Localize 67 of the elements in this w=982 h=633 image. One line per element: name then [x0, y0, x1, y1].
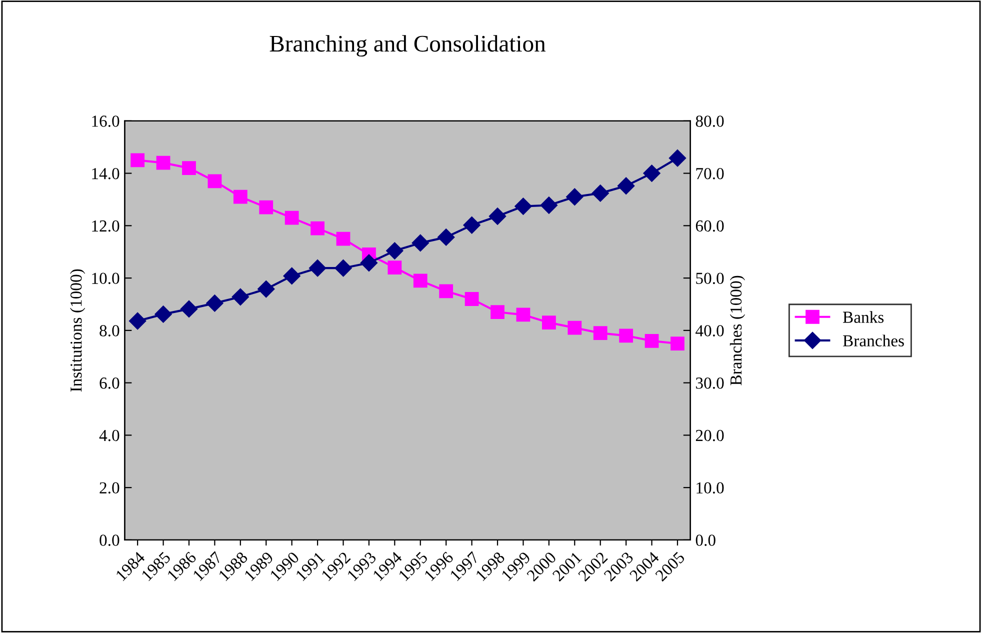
point: [284, 210, 299, 225]
y2-tick-label: 20.0: [696, 430, 724, 442]
point: [643, 164, 660, 182]
y-axis-title: Institutions (1000): [70, 269, 86, 392]
point: [439, 284, 454, 298]
point: [540, 196, 558, 214]
point: [593, 326, 608, 340]
point: [463, 216, 480, 234]
point: [618, 177, 635, 194]
y-tick-label: 8.0: [100, 325, 120, 336]
y2-tick-label: 30.0: [696, 378, 724, 389]
point: [388, 260, 402, 275]
point: [206, 294, 224, 312]
point: [566, 188, 584, 206]
point: [283, 267, 300, 284]
chart-title: Branching and Consolidation: [270, 35, 546, 57]
point: [154, 306, 172, 323]
point: [412, 234, 429, 252]
point: [490, 305, 504, 320]
y2-tick-label: 40.0: [696, 325, 724, 336]
y2-tick-label: 60.0: [696, 220, 724, 232]
point: [668, 150, 686, 167]
y2-tick-label: 10.0: [696, 482, 724, 494]
y2-tick-label: 50.0: [696, 272, 724, 284]
point: [208, 174, 222, 188]
point: [438, 228, 455, 246]
point: [334, 260, 352, 277]
point: [413, 274, 428, 288]
legend-label: Banks: [842, 311, 884, 323]
y-tick-label: 12.0: [92, 220, 120, 232]
point: [156, 156, 170, 170]
y2-tick-label: 70.0: [696, 168, 724, 180]
y-tick-label: 0.0: [100, 534, 120, 546]
y-tick-label: 16.0: [92, 116, 120, 127]
point: [670, 336, 684, 350]
point: [514, 198, 532, 215]
point: [258, 280, 275, 298]
point: [182, 161, 196, 175]
point: [568, 320, 582, 335]
point: [542, 316, 556, 330]
y-tick-label: 2.0: [100, 482, 120, 494]
point: [129, 312, 146, 330]
x-tick-label: 1991: [295, 551, 326, 582]
point: [180, 300, 198, 318]
point: [130, 153, 145, 168]
point: [259, 200, 274, 214]
y-tick-label: 6.0: [100, 378, 120, 389]
point: [310, 221, 324, 236]
point: [619, 328, 634, 343]
y2-tick-label: 0.0: [696, 534, 716, 546]
y-tick-label: 14.0: [92, 168, 120, 180]
point: [488, 208, 506, 225]
point: [464, 292, 479, 306]
y2-tick-label: 80.0: [696, 116, 724, 127]
point: [336, 232, 350, 246]
point: [308, 260, 326, 277]
point: [360, 254, 378, 272]
point: [592, 184, 609, 202]
y2-axis-title: Branches (1000): [730, 276, 746, 386]
y-tick-label: 10.0: [92, 272, 120, 284]
point: [232, 288, 249, 306]
point: [233, 190, 248, 204]
point: [516, 308, 530, 322]
point: [644, 334, 659, 348]
point: [386, 242, 404, 260]
legend-label: Branches: [842, 334, 904, 346]
y-tick-label: 4.0: [99, 430, 120, 442]
